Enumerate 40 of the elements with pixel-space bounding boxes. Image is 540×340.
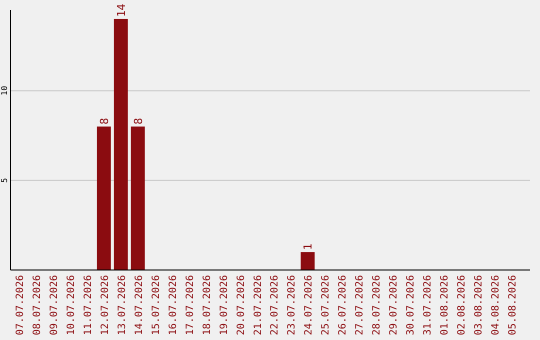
x-tick-label: 20.07.2026 xyxy=(236,275,247,336)
bar xyxy=(114,18,128,270)
x-tick-label: 25.07.2026 xyxy=(320,275,332,336)
x-tick-label: 22.07.2026 xyxy=(270,275,281,336)
x-tick-label: 18.07.2026 xyxy=(202,275,213,336)
y-tick-label: 10 xyxy=(0,86,9,96)
x-tick-label: 30.07.2026 xyxy=(406,275,417,336)
x-tick-label: 08.07.2026 xyxy=(32,275,43,336)
x-tick-label: 23.07.2026 xyxy=(286,275,298,336)
x-tick-label: 04.08.2026 xyxy=(490,275,502,336)
x-tick-label: 07.07.2026 xyxy=(14,275,26,336)
x-tick-label: 21.07.2026 xyxy=(252,275,264,336)
x-tick-label: 15.07.2026 xyxy=(150,275,162,336)
x-tick-label: 02.08.2026 xyxy=(456,275,468,336)
x-tick-label: 09.07.2026 xyxy=(48,275,60,336)
x-tick-label: 13.07.2026 xyxy=(116,275,128,336)
x-tick-label: 24.07.2026 xyxy=(304,275,315,336)
bar xyxy=(130,126,145,270)
bar xyxy=(96,126,111,270)
x-tick-label: 19.07.2026 xyxy=(218,275,230,336)
x-tick-label: 14.07.2026 xyxy=(134,275,145,336)
x-tick-label: 12.07.2026 xyxy=(100,275,111,336)
x-tick-label: 27.07.2026 xyxy=(354,275,366,336)
x-tick-label: 17.07.2026 xyxy=(184,275,196,336)
y-tick-label: 5 xyxy=(0,178,9,183)
bar xyxy=(300,252,315,270)
x-tick-label: 11.07.2026 xyxy=(82,275,94,336)
data-label: 8 xyxy=(132,118,145,125)
data-label: 8 xyxy=(98,118,111,125)
x-tick-label: 28.07.2026 xyxy=(372,275,383,336)
x-tick-label: 16.07.2026 xyxy=(168,275,179,336)
x-tick-label: 03.08.2026 xyxy=(474,275,485,336)
data-label: 1 xyxy=(302,243,315,250)
x-tick-label: 31.07.2026 xyxy=(422,275,434,336)
x-tick-label: 01.08.2026 xyxy=(440,275,451,336)
data-label: 14 xyxy=(114,3,128,17)
x-tick-label: 26.07.2026 xyxy=(338,275,349,336)
x-tick-label: 29.07.2026 xyxy=(388,275,400,336)
x-tick-label: 10.07.2026 xyxy=(66,275,77,336)
x-tick-label: 05.08.2026 xyxy=(508,275,519,336)
